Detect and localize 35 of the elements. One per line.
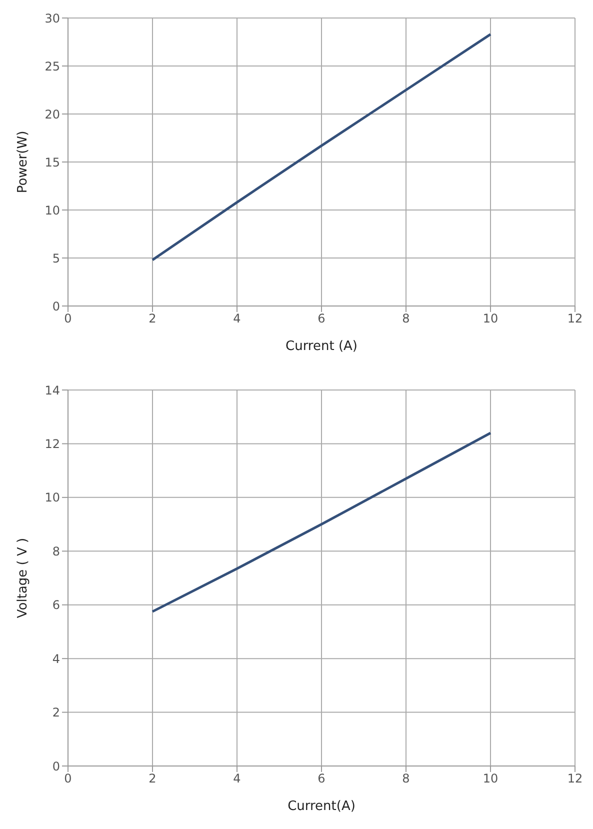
x-tick-label: 12 <box>567 312 583 326</box>
y-tick-label: 0 <box>52 759 60 774</box>
y-tick-label: 0 <box>52 299 60 314</box>
y-tick-label: 8 <box>52 544 60 558</box>
x-tick-label: 0 <box>64 312 72 326</box>
line-series <box>151 432 492 613</box>
y-tick-label: 2 <box>52 706 60 720</box>
x-tick-label: 8 <box>402 772 410 786</box>
y-tick-label: 6 <box>52 598 60 612</box>
x-tick-label: 8 <box>402 312 410 326</box>
x-axis-title: Current(A) <box>288 799 356 814</box>
y-tick-label: 12 <box>44 436 60 451</box>
x-tick-label: 2 <box>148 312 156 326</box>
y-axis-title: Voltage ( V ) <box>16 538 31 618</box>
y-axis-title: Power(W) <box>16 130 31 194</box>
x-tick-label: 10 <box>482 772 498 786</box>
x-tick-label: 4 <box>233 312 241 326</box>
x-axis-title: Current (A) <box>286 339 358 354</box>
y-tick-label: 20 <box>44 107 60 122</box>
line-series <box>151 33 492 262</box>
x-tick-label: 4 <box>233 772 241 786</box>
x-tick-label: 0 <box>64 772 72 786</box>
y-tick-label: 4 <box>52 652 60 666</box>
y-tick-label: 10 <box>44 203 60 218</box>
y-tick-label: 5 <box>52 251 60 266</box>
x-tick-label: 10 <box>482 312 498 326</box>
x-tick-label: 6 <box>318 312 326 326</box>
y-tick-label: 15 <box>44 155 60 170</box>
x-tick-label: 6 <box>318 772 326 786</box>
x-tick-label: 12 <box>567 772 583 786</box>
y-tick-label: 10 <box>44 490 60 505</box>
y-tick-label: 30 <box>44 11 60 26</box>
x-tick-label: 2 <box>148 772 156 786</box>
y-tick-label: 14 <box>44 383 60 398</box>
y-tick-label: 25 <box>44 59 60 74</box>
